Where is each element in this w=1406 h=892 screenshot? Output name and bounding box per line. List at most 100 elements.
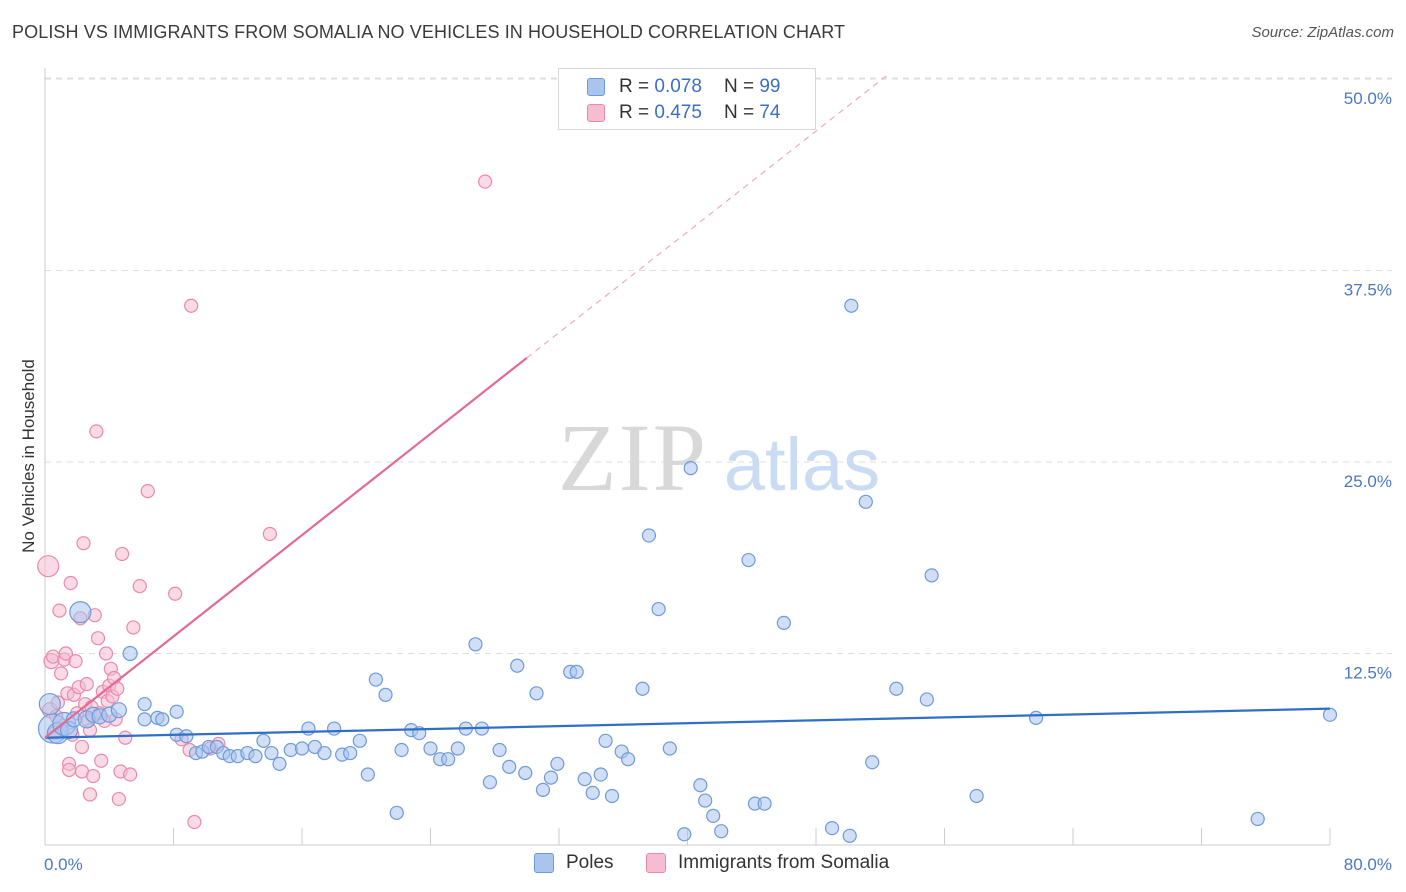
somalia-point bbox=[94, 753, 109, 768]
bottom-legend-somalia-label: Immigrants from Somalia bbox=[678, 852, 890, 873]
somalia-point bbox=[68, 654, 83, 669]
poles-point bbox=[264, 745, 279, 761]
x-tick-label: 80.0% bbox=[1344, 855, 1392, 874]
poles-point bbox=[327, 721, 342, 736]
somalia-point bbox=[262, 526, 277, 542]
poles-point bbox=[368, 672, 383, 687]
somalia-point bbox=[86, 768, 101, 784]
poles-point bbox=[635, 681, 650, 696]
poles-point bbox=[110, 702, 127, 719]
poles-point bbox=[919, 692, 934, 707]
poles-point bbox=[577, 772, 592, 787]
chart-title: POLISH VS IMMIGRANTS FROM SOMALIA NO VEH… bbox=[12, 22, 846, 42]
somalia-point bbox=[74, 739, 90, 755]
legend-row-somalia: R = 0.475 N = 74 bbox=[587, 101, 780, 125]
poles-point bbox=[256, 733, 271, 748]
legend-r-label: R = bbox=[619, 76, 650, 97]
y-axis-title: No Vehicles in Household bbox=[19, 359, 38, 553]
poles-point bbox=[518, 765, 533, 781]
somalia-trend-line bbox=[44, 356, 528, 739]
somalia-point bbox=[79, 677, 94, 692]
poles-point bbox=[122, 645, 138, 662]
x-tick-label: 0.0% bbox=[44, 855, 83, 874]
poles-point bbox=[394, 742, 409, 758]
poles-point bbox=[343, 745, 358, 761]
poles-point bbox=[294, 741, 310, 756]
poles-swatch bbox=[587, 78, 605, 96]
poles-point bbox=[969, 788, 984, 804]
somalia-point bbox=[37, 555, 60, 578]
somalia-point bbox=[76, 536, 91, 551]
legend-row-poles: R = 0.078 N = 99 bbox=[587, 75, 780, 99]
poles-point bbox=[641, 528, 657, 543]
poles-point bbox=[378, 687, 393, 702]
poles-point bbox=[1250, 811, 1265, 827]
poles-point bbox=[301, 721, 316, 736]
poles-point bbox=[651, 601, 666, 617]
y-tick-label: 50.0% bbox=[1344, 89, 1392, 108]
somalia-point bbox=[126, 620, 141, 635]
poles-point bbox=[482, 775, 498, 790]
legend-n-value: 99 bbox=[759, 76, 781, 97]
poles-point bbox=[741, 552, 756, 568]
poles-point bbox=[272, 756, 287, 771]
somalia-point bbox=[187, 814, 202, 830]
poles-point bbox=[535, 782, 551, 797]
somalia-point bbox=[58, 646, 73, 661]
poles-point bbox=[248, 749, 263, 764]
poles-point bbox=[776, 615, 791, 630]
poles-point bbox=[69, 601, 92, 624]
poles-point bbox=[529, 686, 544, 701]
legend-r-value: 0.078 bbox=[654, 76, 702, 97]
legend: R = 0.078 N = 99 R = 0.475 N = 74 bbox=[558, 68, 816, 130]
poles-point bbox=[450, 741, 465, 756]
poles-point bbox=[698, 793, 713, 808]
y-tick-label: 12.5% bbox=[1344, 664, 1392, 683]
somalia-point bbox=[478, 174, 493, 189]
somalia-point bbox=[52, 603, 67, 618]
poles-point bbox=[924, 568, 939, 583]
watermark-zip: ZIP bbox=[558, 404, 708, 511]
legend-r-label: R = bbox=[619, 102, 650, 123]
legend-n-label: N = bbox=[723, 102, 755, 123]
somalia-point bbox=[53, 666, 69, 681]
somalia-point bbox=[82, 787, 98, 802]
poles-point bbox=[844, 298, 859, 313]
legend-n-label: N = bbox=[723, 76, 755, 97]
somalia-point bbox=[118, 730, 133, 745]
bottom-legend: Poles Immigrants from Somalia bbox=[0, 852, 1406, 878]
somalia-swatch bbox=[587, 104, 605, 122]
poles-series bbox=[37, 298, 1338, 843]
tick-labels: 12.5% 25.0% 37.5% 50.0% 0.0% 80.0% bbox=[44, 89, 1392, 874]
poles-point bbox=[714, 824, 729, 839]
poles-point bbox=[550, 756, 565, 771]
source-label: Source: ZipAtlas.com bbox=[1251, 24, 1394, 41]
poles-point bbox=[585, 785, 600, 801]
somalia-point bbox=[114, 546, 130, 562]
poles-point bbox=[492, 742, 507, 758]
somalia-point bbox=[98, 646, 114, 661]
poles-swatch bbox=[534, 853, 554, 873]
poles-point bbox=[389, 805, 404, 820]
poles-point bbox=[662, 741, 677, 756]
somalia-point bbox=[63, 575, 78, 591]
grid-lines bbox=[45, 77, 1392, 654]
poles-point bbox=[683, 461, 698, 476]
poles-point bbox=[598, 733, 613, 748]
somalia-point bbox=[61, 762, 77, 778]
poles-point bbox=[865, 755, 880, 770]
legend-n-value: 74 bbox=[759, 102, 781, 123]
poles-point bbox=[137, 696, 152, 712]
poles-point bbox=[441, 752, 456, 767]
poles-point bbox=[317, 745, 332, 761]
poles-point bbox=[620, 752, 636, 767]
watermark-atlas: atlas bbox=[724, 423, 880, 506]
poles-point bbox=[1028, 710, 1044, 725]
somalia-point bbox=[89, 424, 104, 439]
somalia-point bbox=[111, 791, 126, 807]
y-tick-label: 25.0% bbox=[1344, 472, 1392, 491]
poles-point bbox=[423, 741, 438, 756]
poles-point bbox=[569, 664, 584, 679]
somalia-point bbox=[123, 767, 138, 782]
